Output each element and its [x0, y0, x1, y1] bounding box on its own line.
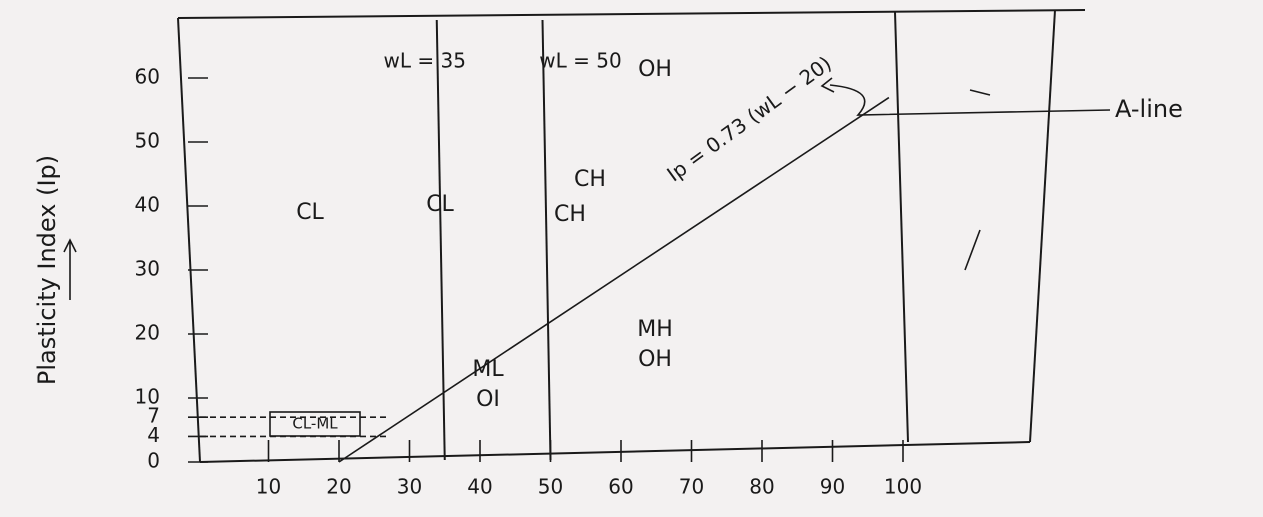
x-tick-label: 40 [467, 475, 492, 499]
region-label: MH [637, 317, 673, 342]
left-frame [178, 18, 200, 462]
top-border [178, 10, 1085, 18]
outer-border [1030, 10, 1055, 442]
region-label: CH [554, 202, 586, 227]
y-tick-label: 30 [135, 257, 160, 281]
y-tick-label: 20 [135, 321, 160, 345]
right-border [895, 12, 908, 442]
region-label: OH [638, 347, 672, 372]
y-tick-label: 40 [135, 193, 160, 217]
y-tick-label: 50 [135, 129, 160, 153]
boundary-line [543, 20, 551, 460]
axis-arrow [64, 240, 76, 300]
y-tick-label: 0 [147, 449, 160, 473]
x-tick-label: 70 [679, 475, 704, 499]
x-tick-label: 30 [397, 475, 422, 499]
region-label: OI [476, 387, 500, 412]
region-label: OH [638, 57, 672, 82]
x-tick-label: 80 [749, 475, 774, 499]
x-axis [200, 442, 1030, 462]
region-label: ML [472, 357, 504, 382]
x-tick-label: 100 [884, 475, 922, 499]
boundary-label: wL = 35 [384, 49, 466, 73]
region-label: CL [296, 200, 324, 225]
x-tick-label: 60 [608, 475, 633, 499]
a-line-pointer [822, 78, 1110, 115]
y-tick-label: 60 [135, 65, 160, 89]
y-tick-label: 10 [135, 385, 160, 409]
boundary-label: wL = 50 [539, 49, 621, 73]
scribble [965, 90, 990, 270]
y-axis-label: Plasticity Index (Ip) [33, 155, 61, 385]
region-label: CL [426, 192, 454, 217]
a-line-equation: Ip = 0.73 (wL − 20) [662, 51, 835, 186]
plasticity-chart: Plasticity Index (Ip) 047102030405060102… [0, 0, 1263, 517]
x-tick-label: 90 [820, 475, 845, 499]
x-tick-label: 50 [538, 475, 563, 499]
x-tick-label: 10 [256, 475, 281, 499]
a-line [339, 98, 889, 462]
region-label: CH [574, 167, 606, 192]
a-line-label: A-line [1115, 95, 1183, 123]
x-tick-label: 20 [326, 475, 351, 499]
region-label: CL-ML [292, 415, 338, 433]
